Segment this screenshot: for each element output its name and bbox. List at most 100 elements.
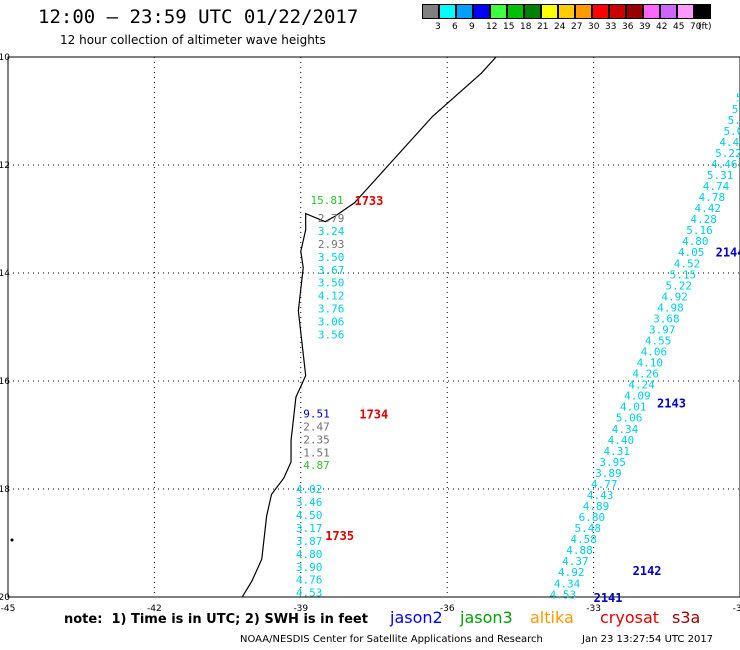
lon-tick-label: -36 — [440, 604, 455, 614]
color-legend-labels: 3 6 9 12 15 18 21 24 27 30 33 36 39 42 45 70 (ft) — [422, 22, 740, 34]
legend-swatch — [592, 4, 609, 19]
wave-height-value: 4.12 — [318, 290, 345, 303]
wave-height-value: 2.47 — [303, 420, 330, 433]
track-time-label: 1734 — [359, 407, 388, 421]
wave-height-value: 3.50 — [318, 251, 345, 264]
wave-height-value: 5.22 — [715, 147, 740, 160]
lon-tick-label: -39 — [293, 604, 308, 614]
wave-height-value: 4.09 — [624, 390, 651, 403]
legend-label: 39 — [639, 22, 651, 32]
wave-height-value: 3.24 — [318, 225, 345, 238]
wave-height-value: 3.56 — [318, 329, 345, 342]
satellite-label-cryosat: cryosat — [600, 608, 660, 627]
page-subtitle: 12 hour collection of altimeter wave hei… — [60, 33, 326, 47]
wave-height-value: 4.77 — [591, 478, 618, 491]
wave-height-value: 2.35 — [303, 433, 330, 446]
map-frame — [7, 56, 740, 598]
wave-height-value: 4.05 — [678, 246, 705, 259]
legend-label: 70 — [690, 22, 702, 32]
wave-height-value: 5.06 — [616, 412, 643, 425]
wave-height-value: 4.42 — [694, 202, 721, 215]
legend-label: 33 — [605, 22, 617, 32]
satellite-label-altika: altika — [530, 608, 574, 627]
track-time-label: 1733 — [354, 194, 383, 208]
footer-timestamp: Jan 23 13:27:54 UTC 2017 — [582, 634, 714, 645]
legend-swatch — [558, 4, 575, 19]
legend-swatch — [541, 4, 558, 19]
wave-height-value: 4.92 — [558, 566, 585, 579]
track-time-label: 1735 — [325, 529, 354, 543]
legend-swatch — [677, 4, 694, 19]
wave-height-value: 5.2 — [732, 103, 740, 116]
legend-swatch — [490, 4, 507, 19]
legend-swatch — [456, 4, 473, 19]
lon-tick-label: -30 — [733, 604, 740, 614]
legend-label: 42 — [656, 22, 668, 32]
wave-height-value: 15.81 — [311, 194, 344, 207]
legend-swatch — [422, 4, 439, 19]
island-marker — [10, 538, 14, 542]
units-note: note: 1) Time is in UTC; 2) SWH is in fe… — [64, 612, 368, 627]
legend-swatch — [473, 4, 490, 19]
wave-height-value: 4.87 — [303, 459, 330, 472]
wave-height-value: 4.53 — [550, 588, 577, 601]
legend-label: 3 — [435, 22, 441, 32]
track-time-label: 2143 — [657, 397, 686, 411]
wave-height-value: 4.46 — [719, 136, 740, 149]
legend-label: 24 — [554, 22, 566, 32]
wave-height-value: 4.52 — [674, 257, 701, 270]
legend-swatch — [626, 4, 643, 19]
wave-height-value: 4.58 — [570, 533, 597, 546]
wave-height-value: 3.87 — [296, 535, 323, 548]
wave-height-value: 5. — [736, 92, 740, 105]
wave-height-value: 4.50 — [296, 509, 323, 522]
satellite-label-jason2: jason2 — [390, 608, 443, 627]
track-time-label: 2144 — [716, 245, 740, 259]
wave-height-value: 4.53 — [296, 587, 323, 600]
wave-height-value: 1.51 — [303, 446, 330, 459]
lat-tick-label: -14 — [0, 269, 10, 279]
wave-height-value: 5.15 — [670, 268, 697, 281]
legend-swatch — [609, 4, 626, 19]
legend-swatch — [507, 4, 524, 19]
legend-swatch — [575, 4, 592, 19]
satellite-label-s3a: s3a — [672, 608, 701, 627]
legend-label: 15 — [503, 22, 515, 32]
legend-label: 9 — [469, 22, 475, 32]
wave-height-value: 3.68 — [653, 312, 680, 325]
wave-height-value: 2.93 — [318, 238, 345, 251]
wave-height-value: 4.26 — [632, 368, 659, 381]
wave-height-value: 3.95 — [599, 456, 626, 469]
lon-tick-label: -33 — [586, 604, 601, 614]
footer-credit: NOAA/NESDIS Center for Satellite Applica… — [240, 634, 543, 645]
wave-height-value: 5.2 — [728, 114, 740, 127]
wave-height-value: 4.10 — [637, 357, 664, 370]
wave-height-value: 4.40 — [608, 434, 635, 447]
lat-tick-label: -18 — [0, 485, 10, 495]
wave-height-value: 4.88 — [566, 544, 593, 557]
legend-label: 12 — [486, 22, 498, 32]
legend-label: 45 — [673, 22, 685, 32]
legend-unit: (ft) — [698, 22, 712, 32]
wave-height-value: 4.89 — [583, 500, 610, 513]
wave-height-value: 4.43 — [587, 489, 614, 502]
legend-label: 6 — [452, 22, 458, 32]
wave-height-value: 4.80 — [296, 548, 323, 561]
legend-label: 27 — [571, 22, 583, 32]
satellite-label-jason3: jason3 — [460, 608, 513, 627]
lon-tick-label: -42 — [147, 604, 162, 614]
wave-height-value: 3.67 — [318, 264, 345, 277]
wave-height-value: 3.17 — [296, 522, 323, 535]
lat-tick-label: -16 — [0, 377, 10, 387]
wave-height-value: 4.37 — [562, 555, 589, 568]
track-time-label: 2142 — [633, 564, 662, 578]
lat-tick-label: -20 — [0, 593, 10, 603]
wave-height-value: 4.06 — [641, 346, 668, 359]
wave-height-value: 4.46 — [711, 158, 738, 171]
wave-height-value: 4.80 — [682, 235, 709, 248]
wave-height-value: 4.34 — [612, 423, 639, 436]
wave-height-value: 5.08 — [723, 125, 740, 138]
wave-height-value: 4.31 — [603, 445, 630, 458]
color-legend — [422, 4, 711, 20]
